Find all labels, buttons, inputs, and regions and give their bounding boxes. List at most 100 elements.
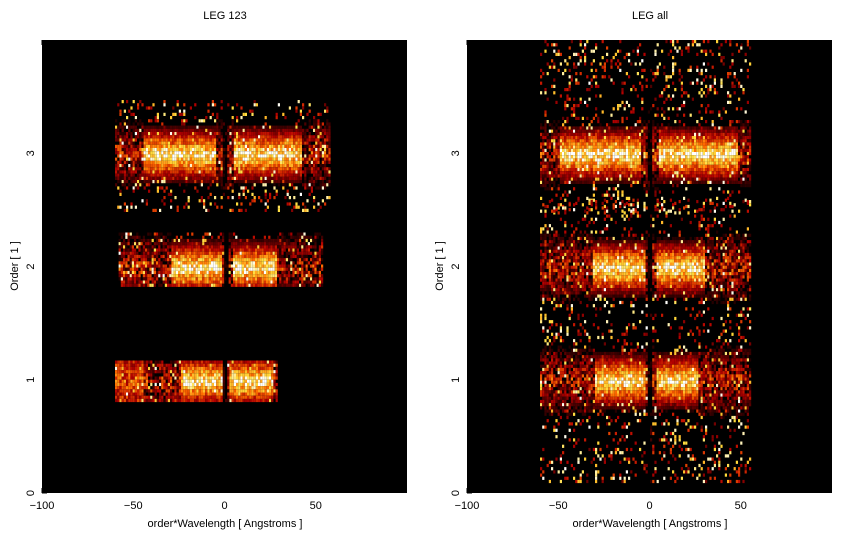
heat-cell	[231, 186, 234, 190]
heat-cell	[564, 364, 567, 368]
heat-cell	[255, 135, 258, 139]
heat-cell	[123, 167, 126, 171]
heat-cell	[291, 138, 294, 142]
heat-cell	[121, 173, 124, 177]
heat-cell	[253, 135, 256, 139]
heat-cell	[266, 370, 269, 374]
heat-cell	[119, 379, 122, 383]
heat-cell	[236, 103, 239, 107]
heat-cell	[193, 283, 196, 287]
heat-cell	[217, 258, 220, 262]
heat-cell	[191, 258, 194, 262]
heat-cell	[165, 141, 168, 145]
heat-cell	[183, 132, 186, 136]
heat-cell	[233, 245, 236, 249]
heat-cell	[669, 358, 672, 362]
heat-cell	[152, 164, 155, 168]
heat-cell	[149, 283, 152, 287]
heat-cell	[127, 283, 130, 287]
heat-cell	[126, 170, 129, 174]
heat-cell	[178, 370, 181, 374]
heat-cell	[152, 151, 155, 155]
heat-cell	[147, 283, 150, 287]
heat-cell	[198, 157, 201, 161]
heat-cell	[249, 138, 252, 142]
heat-cell	[121, 382, 124, 387]
heat-cell	[228, 280, 231, 284]
heat-cell	[123, 363, 126, 367]
heat-cell	[262, 128, 265, 132]
heat-cell	[266, 280, 269, 284]
heat-cell	[313, 148, 316, 152]
heat-cell	[285, 280, 288, 284]
heat-cell	[130, 173, 133, 177]
heat-cell	[313, 196, 316, 200]
heat-cell	[266, 274, 269, 278]
heat-cell	[208, 270, 211, 275]
heat-cell	[132, 176, 135, 180]
heat-cell	[200, 170, 203, 174]
heat-cell	[121, 141, 124, 145]
heat-cell	[259, 267, 262, 271]
heat-cell	[658, 358, 661, 362]
heat-cell	[131, 261, 134, 265]
heat-cell	[306, 144, 309, 148]
heat-cell	[128, 157, 131, 161]
heat-cell	[244, 379, 247, 383]
heat-cell	[181, 167, 184, 171]
heat-cell	[147, 280, 150, 284]
heat-cell	[326, 119, 329, 123]
heat-cell	[249, 173, 252, 177]
heat-cell	[304, 160, 307, 164]
heat-cell	[321, 164, 324, 168]
heat-cell	[249, 167, 252, 171]
heat-cell	[306, 112, 309, 116]
heat-cell	[559, 355, 562, 359]
heat-cell	[125, 277, 128, 281]
heat-cell	[172, 132, 175, 136]
heat-cell	[130, 392, 133, 396]
heat-cell	[735, 358, 738, 362]
heat-cell	[731, 332, 734, 336]
heat-cell	[261, 283, 264, 287]
heat-cell	[215, 274, 218, 278]
heat-cell	[296, 235, 299, 239]
heat-cell	[285, 270, 288, 275]
heat-cell	[153, 270, 156, 275]
heat-cell	[145, 151, 148, 155]
heat-cell	[181, 386, 184, 390]
heat-cell	[224, 270, 227, 275]
heat-cell	[674, 364, 677, 368]
heat-cell	[257, 274, 260, 278]
heat-cell	[196, 373, 199, 377]
heat-cell	[240, 389, 243, 393]
heat-cell	[244, 398, 247, 403]
heat-cell	[233, 170, 236, 174]
heat-cell	[141, 170, 144, 174]
heat-cell	[236, 119, 239, 123]
heat-cell	[139, 183, 142, 187]
heat-cell	[286, 125, 289, 129]
heat-cell	[623, 367, 626, 372]
heat-cell	[643, 351, 646, 356]
heat-cell	[259, 242, 262, 246]
heat-cell	[623, 348, 626, 352]
heat-cell	[121, 135, 124, 139]
heat-cell	[249, 360, 252, 364]
heat-cell	[180, 235, 183, 239]
heat-cell	[176, 382, 179, 387]
heat-cell	[230, 232, 233, 236]
heat-cell	[167, 144, 170, 148]
heat-cell	[130, 160, 133, 164]
heat-cell	[154, 148, 157, 152]
heat-cell	[205, 379, 208, 383]
heat-cell	[198, 366, 201, 371]
heat-cell	[260, 154, 263, 158]
heat-cell	[160, 238, 163, 243]
heat-cell	[318, 270, 321, 275]
heat-cell	[249, 148, 252, 152]
heat-cell	[173, 254, 176, 259]
heat-cell	[663, 358, 666, 362]
heat-cell	[189, 160, 192, 164]
heat-cell	[184, 283, 187, 287]
